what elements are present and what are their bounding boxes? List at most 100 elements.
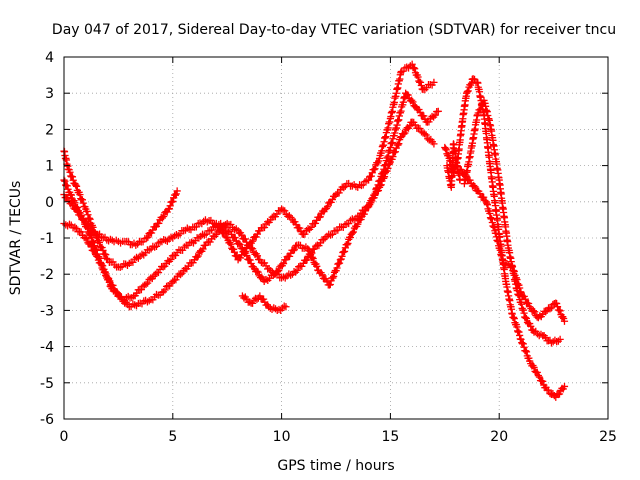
data-point (380, 174, 388, 182)
data-point (159, 263, 167, 271)
data-point (285, 212, 293, 220)
chart-title: Day 047 of 2017, Sidereal Day-to-day VTE… (52, 22, 616, 38)
data-point (318, 271, 326, 279)
data-point (112, 288, 120, 296)
data-point (400, 130, 408, 138)
data-series (443, 140, 464, 191)
data-point (361, 206, 370, 214)
data-point (470, 181, 478, 190)
data-point (68, 173, 77, 181)
data-point (259, 295, 268, 303)
data-point (471, 183, 479, 191)
data-point (416, 78, 425, 86)
data-point (144, 279, 152, 287)
data-point (554, 337, 562, 345)
data-point (520, 343, 528, 351)
data-point (340, 247, 349, 256)
data-point (560, 317, 569, 325)
data-point (466, 176, 474, 184)
data-point (354, 220, 362, 228)
data-point (411, 121, 419, 129)
data-point (248, 299, 257, 307)
data-point (425, 118, 433, 126)
data-point (117, 294, 126, 302)
data-point (509, 313, 518, 321)
data-point (293, 266, 301, 274)
data-point (87, 233, 96, 241)
data-point (193, 253, 201, 261)
data-point (551, 336, 559, 344)
data-point (519, 340, 527, 348)
y-tick-label: -6 (40, 412, 54, 428)
data-point (345, 219, 353, 228)
data-point (166, 202, 174, 210)
data-point (72, 182, 81, 190)
data-point (235, 239, 243, 247)
data-point (556, 307, 564, 315)
data-point (103, 254, 111, 262)
data-point (555, 306, 563, 314)
data-point (97, 260, 105, 268)
data-point (414, 73, 422, 81)
data-point (236, 254, 245, 262)
data-point (344, 239, 352, 248)
data-point (361, 177, 369, 186)
data-point (544, 386, 553, 394)
data-point (316, 213, 324, 221)
data-point (64, 194, 72, 202)
data-point (516, 331, 524, 340)
x-axis-label: GPS time / hours (277, 458, 394, 474)
x-tick-label: 0 (60, 429, 69, 445)
data-point (456, 176, 464, 184)
data-point (78, 196, 87, 204)
data-point (145, 297, 153, 305)
data-point (530, 363, 538, 372)
data-point (326, 280, 334, 289)
data-point (199, 245, 207, 253)
data-point (430, 78, 438, 86)
data-point (533, 368, 541, 376)
data-series (60, 187, 181, 249)
data-point (230, 248, 239, 256)
data-point (555, 390, 564, 398)
data-point (516, 284, 524, 292)
y-tick-label: 4 (45, 50, 54, 66)
data-point (77, 195, 85, 203)
data-point (535, 373, 544, 381)
data-series (60, 118, 438, 311)
tick-labels: 0 5 10 15 20 25 -6 -5 -4 -3 -2 -1 0 1 2 3 4 (40, 50, 617, 445)
data-point (128, 293, 136, 302)
data-point (69, 176, 77, 184)
data-point (441, 145, 450, 153)
data-point (173, 187, 181, 195)
data-point (463, 88, 471, 96)
data-point (509, 267, 518, 275)
data-point (307, 223, 315, 231)
data-point (161, 286, 169, 294)
data-point (231, 234, 239, 242)
data-point (206, 227, 214, 235)
data-point (142, 280, 150, 288)
data-point (79, 199, 87, 207)
data-point (236, 240, 244, 249)
data-point (396, 134, 405, 142)
data-point (343, 241, 351, 249)
data-point (71, 223, 79, 231)
data-point (248, 237, 257, 245)
data-point (238, 231, 246, 239)
data-point (391, 148, 400, 156)
data-point (84, 211, 92, 219)
data-point (271, 305, 280, 313)
data-point (408, 60, 416, 68)
data-point (96, 259, 104, 267)
data-point (442, 146, 450, 154)
data-point (281, 207, 289, 215)
data-point (527, 322, 535, 330)
data-point (371, 191, 379, 199)
data-series (60, 89, 442, 304)
data-point (330, 268, 339, 276)
y-tick-label: 2 (45, 122, 54, 138)
data-point (194, 252, 202, 260)
data-point (394, 141, 402, 149)
data-point (246, 256, 254, 264)
